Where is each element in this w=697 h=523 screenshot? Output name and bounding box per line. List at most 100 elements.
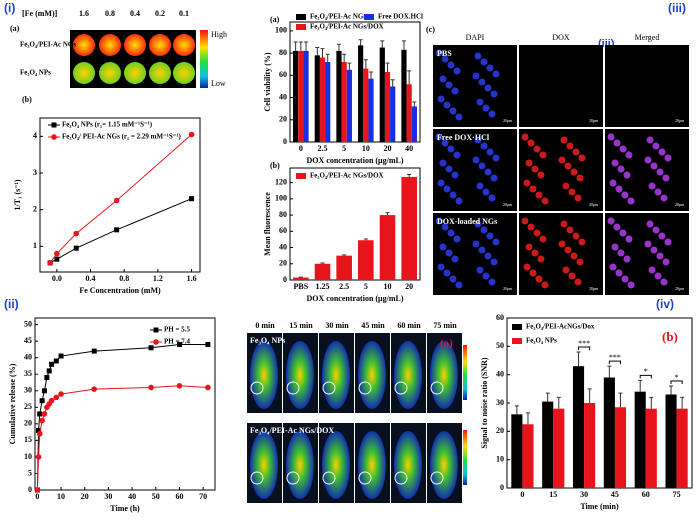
cell xyxy=(492,154,500,162)
x-tick-label: 10 xyxy=(384,282,392,291)
cell xyxy=(451,171,459,179)
panel-label: (b) xyxy=(22,95,32,104)
point xyxy=(113,197,120,204)
plot-frame xyxy=(289,167,421,281)
cell xyxy=(535,107,543,115)
cell xyxy=(537,171,545,179)
x-tick-label: 1.25 xyxy=(316,282,330,291)
legend-label: Fe₃O₄ NPs (r₁= 1.15 mM⁻¹S⁻¹) xyxy=(62,121,153,129)
cell xyxy=(486,232,494,240)
cell xyxy=(652,142,660,150)
error-bar xyxy=(680,396,685,409)
cell xyxy=(664,70,672,78)
cell xyxy=(435,217,443,225)
cell xyxy=(627,113,635,121)
point xyxy=(176,383,183,389)
cell xyxy=(535,191,543,199)
x-tick-label: 0 xyxy=(520,490,524,499)
colorbar-label: Low xyxy=(211,79,226,88)
cell xyxy=(445,249,453,257)
cell xyxy=(439,243,447,251)
point xyxy=(188,131,195,138)
cell xyxy=(539,235,547,243)
x-tick-label: 2.5 xyxy=(339,282,349,291)
y-tick-label: 50 xyxy=(496,341,504,350)
cell xyxy=(531,249,539,257)
y-tick-label: 20 xyxy=(279,115,287,124)
error-bar xyxy=(407,173,412,177)
header: [Fe (mM)] xyxy=(22,9,58,18)
cell xyxy=(435,49,443,57)
y-tick-label: 0 xyxy=(28,485,32,494)
cell xyxy=(609,263,617,271)
time-label: 75 min xyxy=(433,321,457,330)
x-tick-label: 0.8 xyxy=(119,274,129,283)
cell xyxy=(572,232,580,240)
series-line xyxy=(36,385,208,491)
y-tick-label: 20 xyxy=(24,419,32,428)
bar xyxy=(358,240,374,280)
cell xyxy=(455,113,463,121)
x-tick-label: 0.4 xyxy=(86,274,96,283)
legend-label: Fe₃O₄/ PEI-Ac NGs (r₁ = 2.29 mM⁻¹S⁻¹) xyxy=(62,133,182,141)
cell xyxy=(437,263,445,271)
bar xyxy=(379,47,385,142)
cell xyxy=(562,98,570,106)
roi xyxy=(322,381,336,395)
cell xyxy=(662,90,670,98)
x-tick-label: 20 xyxy=(81,492,89,501)
point xyxy=(39,398,45,404)
y-axis-label: Cumulative release (%) xyxy=(8,363,17,444)
y-tick-label: 3 xyxy=(33,168,37,177)
x-tick-label: 5 xyxy=(364,282,368,291)
legend-marker xyxy=(153,327,159,333)
error-bar xyxy=(385,212,390,216)
x-tick-label: 30 xyxy=(580,490,588,499)
error-bar xyxy=(525,412,530,425)
cell xyxy=(482,104,490,112)
significance-label: * xyxy=(644,367,648,376)
significance-label: *** xyxy=(578,339,590,348)
bar xyxy=(368,78,374,142)
mouse-body xyxy=(394,431,422,499)
cell xyxy=(646,52,654,60)
cell xyxy=(564,162,572,170)
y-tick-label: 0 xyxy=(283,275,287,284)
panel-label: (iii) xyxy=(668,1,686,15)
error-bar xyxy=(412,101,417,107)
cell xyxy=(660,110,668,118)
bar xyxy=(293,50,299,143)
cell xyxy=(627,281,635,289)
cell xyxy=(488,278,496,286)
cell xyxy=(617,81,625,89)
point xyxy=(58,353,64,359)
phantom-well xyxy=(73,34,95,56)
scale-label: 20μm xyxy=(503,286,513,291)
point xyxy=(91,386,98,392)
cell xyxy=(472,240,480,248)
point xyxy=(189,196,195,202)
error-bar xyxy=(607,365,612,378)
mouse-body xyxy=(286,341,314,409)
point xyxy=(54,256,60,262)
series-line xyxy=(49,198,192,264)
cell xyxy=(476,98,484,106)
x-tick-label: 1.6 xyxy=(187,274,197,283)
cell xyxy=(482,272,490,280)
cell xyxy=(623,255,631,263)
y-tick-label: 4 xyxy=(33,131,37,140)
y-tick-label: 120 xyxy=(275,177,287,186)
cell xyxy=(568,272,576,280)
row-label: Fe₃O₄ NPs xyxy=(20,69,51,77)
bar xyxy=(293,277,309,280)
mouse-body xyxy=(286,431,314,499)
cell xyxy=(541,113,549,121)
cell xyxy=(566,142,574,150)
cell xyxy=(484,168,492,176)
cell xyxy=(486,148,494,156)
cell xyxy=(611,75,619,83)
x-tick-label: 75 xyxy=(673,490,681,499)
cell xyxy=(644,156,652,164)
cell xyxy=(523,263,531,271)
bar xyxy=(511,414,523,488)
